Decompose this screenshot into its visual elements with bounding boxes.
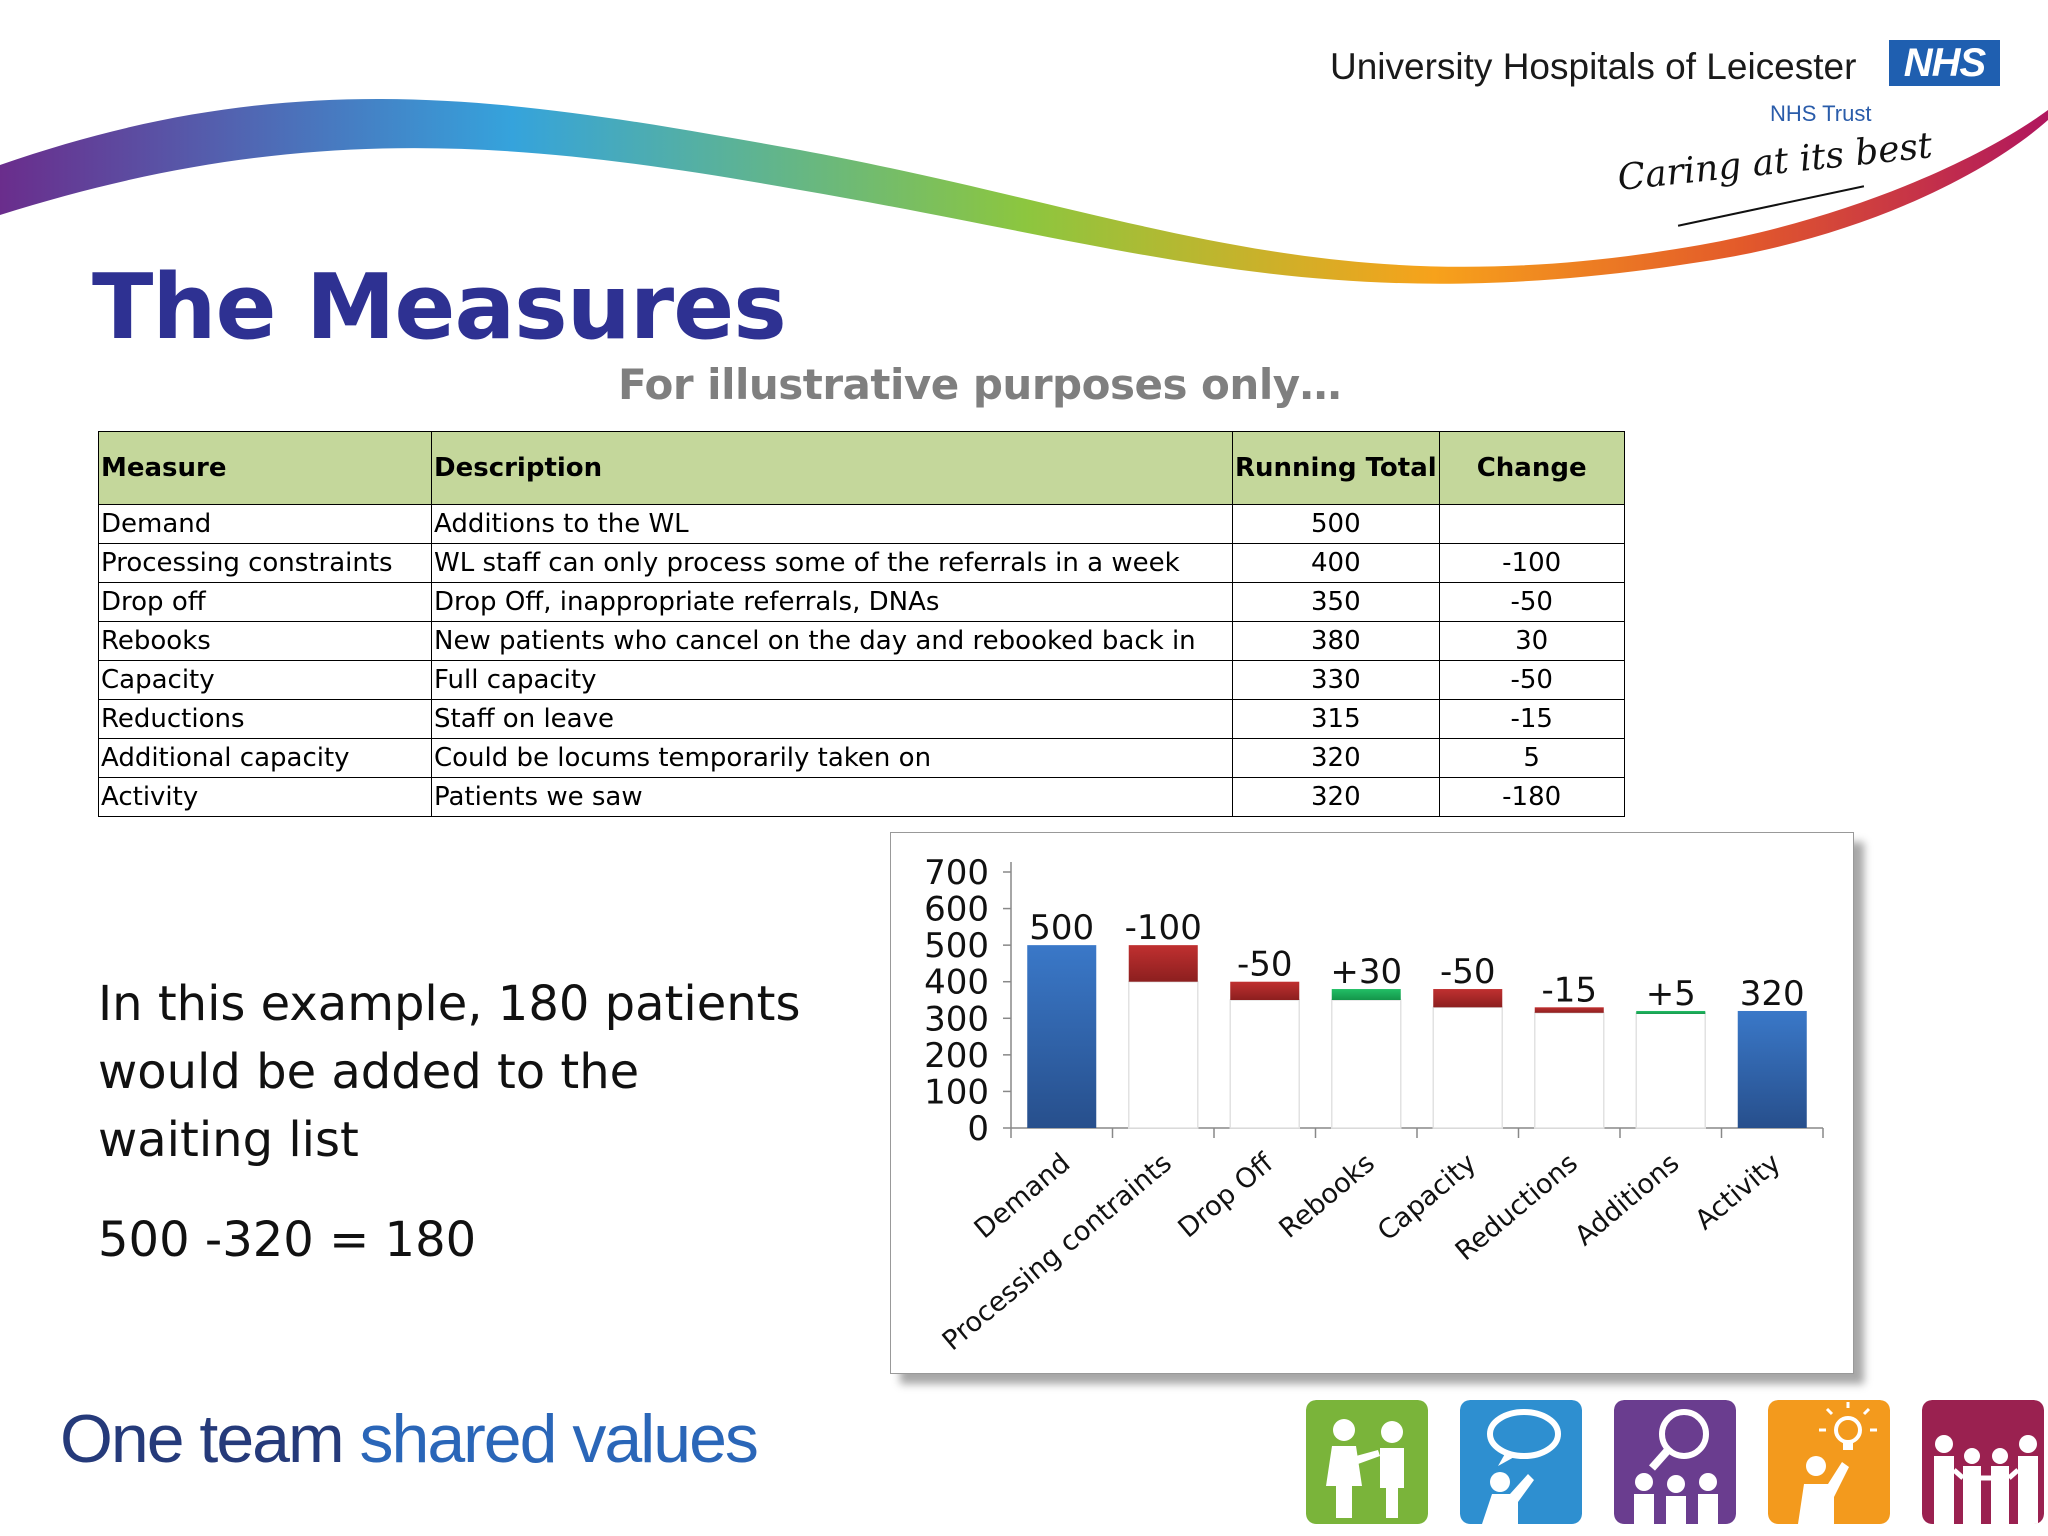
- data-label: -50: [1237, 945, 1293, 985]
- y-tick-label: 0: [967, 1109, 989, 1149]
- cell-change: -50: [1438, 582, 1625, 622]
- table-header-row: Measure Description Running Total Change: [98, 431, 1625, 505]
- x-category-label: Rebooks: [1273, 1148, 1380, 1245]
- y-tick-label: 500: [924, 926, 989, 966]
- trust-label: NHS Trust: [1770, 101, 1872, 126]
- cell-running-total: 315: [1232, 699, 1440, 739]
- waterfall-chart: 0 100 200 300 400 500 600 700 500 -100 -50 +30 -50 -1…: [890, 832, 1854, 1374]
- cell-change: -100: [1438, 543, 1625, 583]
- footer-slogan: One team shared values: [60, 1400, 759, 1478]
- cell-change: -15: [1438, 699, 1625, 739]
- table-row: Additional capacity Could be locums temp…: [98, 738, 1625, 778]
- table-row: Reductions Staff on leave 315 -15: [98, 699, 1625, 739]
- measures-table: Measure Description Running Total Change…: [98, 431, 1625, 817]
- slide-subtitle: For illustrative purposes only…: [618, 360, 1342, 409]
- table-row: Processing constraints WL staff can only…: [98, 543, 1625, 583]
- data-label: +30: [1330, 952, 1402, 992]
- cell-description: Staff on leave: [431, 699, 1233, 739]
- cell-change: -50: [1438, 660, 1625, 700]
- data-label: -100: [1125, 908, 1202, 948]
- header-measure: Measure: [98, 431, 432, 505]
- increase-bar: [1636, 1010, 1706, 1014]
- data-label: 320: [1740, 974, 1805, 1014]
- cell-measure: Processing constraints: [98, 543, 432, 583]
- header-running-total: Running Total: [1232, 431, 1440, 505]
- cell-change: 30: [1438, 621, 1625, 661]
- waterfall-invisible-base: [1229, 999, 1301, 1129]
- total-bar: [1027, 945, 1097, 1128]
- y-tick-label: 600: [924, 890, 989, 930]
- cell-measure: Additional capacity: [98, 738, 432, 778]
- cell-change: 5: [1438, 738, 1625, 778]
- explanation-equation: 500 -320 = 180: [98, 1212, 477, 1268]
- y-tick-label: 100: [924, 1072, 989, 1112]
- decrease-bar: [1534, 1007, 1604, 1013]
- cell-description: Could be locums temporarily taken on: [431, 738, 1233, 778]
- y-tick-label: 200: [924, 1036, 989, 1076]
- slogan-part-two: shared values: [359, 1401, 759, 1477]
- rainbow-swoosh-decoration: [0, 99, 2048, 284]
- y-tick-label: 300: [924, 999, 989, 1039]
- table-row: Demand Additions to the WL 500: [98, 504, 1625, 544]
- x-category-label: Activity: [1689, 1148, 1786, 1237]
- explanation-text: In this example, 180 patients would be a…: [98, 976, 801, 1168]
- table-row: Drop off Drop Off, inappropriate referra…: [98, 582, 1625, 622]
- x-category-label: Additions: [1569, 1148, 1685, 1252]
- data-label: +5: [1646, 974, 1696, 1014]
- cell-change: -180: [1438, 777, 1625, 817]
- slide-title: The Measures: [92, 255, 787, 360]
- y-tick-label: 700: [924, 853, 989, 893]
- data-label: -15: [1541, 970, 1597, 1010]
- data-label: 500: [1029, 908, 1094, 948]
- table-row: Rebooks New patients who cancel on the d…: [98, 621, 1625, 661]
- people-pointing-icon: [1306, 1400, 1428, 1524]
- cell-running-total: 330: [1232, 660, 1440, 700]
- waterfall-invisible-base: [1127, 980, 1199, 1129]
- speech-bubble-person-icon: [1460, 1400, 1582, 1524]
- lightbulb-person-icon: [1768, 1400, 1890, 1524]
- cell-running-total: 400: [1232, 543, 1440, 583]
- table-row: Capacity Full capacity 330 -50: [98, 660, 1625, 700]
- cell-description: Patients we saw: [431, 777, 1233, 817]
- cell-measure: Reductions: [98, 699, 432, 739]
- cell-measure: Drop off: [98, 582, 432, 622]
- increase-bar: [1331, 989, 1401, 1000]
- cell-measure: Demand: [98, 504, 432, 544]
- cell-measure: Capacity: [98, 660, 432, 700]
- waterfall-invisible-base: [1330, 999, 1402, 1129]
- nhs-logo: NHS: [1889, 40, 2000, 86]
- cell-change: [1438, 504, 1625, 544]
- x-category-label: Drop Off: [1172, 1147, 1280, 1245]
- waterfall-invisible-base: [1432, 1006, 1504, 1129]
- waterfall-invisible-base: [1533, 1012, 1605, 1129]
- decrease-bar: [1433, 989, 1503, 1008]
- cell-description: Additions to the WL: [431, 504, 1233, 544]
- cell-measure: Activity: [98, 777, 432, 817]
- family-group-icon: [1922, 1400, 2044, 1524]
- cell-description: Full capacity: [431, 660, 1233, 700]
- cell-description: Drop Off, inappropriate referrals, DNAs: [431, 582, 1233, 622]
- cell-running-total: 320: [1232, 777, 1440, 817]
- decrease-bar: [1230, 981, 1300, 1000]
- organisation-name: University Hospitals of Leicester: [1330, 46, 1857, 87]
- cell-description: WL staff can only process some of the re…: [431, 543, 1233, 583]
- header-change: Change: [1438, 431, 1625, 505]
- waterfall-invisible-base: [1635, 1012, 1707, 1129]
- magnifier-group-icon: [1614, 1400, 1736, 1524]
- cell-running-total: 380: [1232, 621, 1440, 661]
- cell-running-total: 500: [1232, 504, 1440, 544]
- cell-running-total: 320: [1232, 738, 1440, 778]
- y-tick-label: 400: [924, 963, 989, 1003]
- cell-measure: Rebooks: [98, 621, 432, 661]
- table-row: Activity Patients we saw 320 -180: [98, 777, 1625, 817]
- decrease-bar: [1128, 945, 1198, 982]
- header-description: Description: [431, 431, 1233, 505]
- cell-running-total: 350: [1232, 582, 1440, 622]
- slogan-part-one: One team: [60, 1401, 345, 1477]
- data-label: -50: [1440, 952, 1496, 992]
- total-bar: [1737, 1010, 1807, 1128]
- cell-description: New patients who cancel on the day and r…: [431, 621, 1233, 661]
